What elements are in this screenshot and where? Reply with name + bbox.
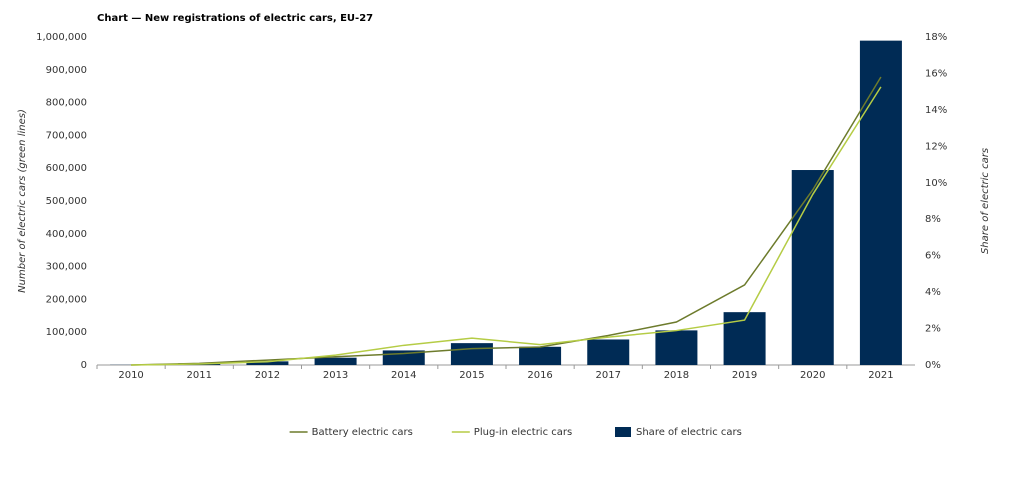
chart-title: Chart — New registrations of electric ca… bbox=[97, 13, 373, 24]
x-tick-label: 2018 bbox=[664, 370, 689, 381]
legend-label: Share of electric cars bbox=[636, 427, 742, 438]
x-tick-label: 2019 bbox=[732, 370, 757, 381]
bar bbox=[587, 339, 630, 365]
x-tick-label: 2015 bbox=[459, 370, 484, 381]
line bbox=[131, 76, 882, 366]
y-tick-label: 900,000 bbox=[46, 65, 87, 76]
y-tick-label: 500,000 bbox=[46, 196, 87, 207]
y-tick-label: 600,000 bbox=[46, 163, 87, 174]
y2-tick-label: 8% bbox=[925, 214, 941, 225]
y2-tick-label: 2% bbox=[925, 324, 941, 335]
line bbox=[131, 86, 882, 366]
y2-tick-label: 18% bbox=[925, 32, 947, 43]
y2-tick-label: 0% bbox=[925, 360, 941, 371]
y-tick-label: 200,000 bbox=[46, 294, 87, 305]
y-axis-title: Number of electric cars (green lines) bbox=[17, 109, 28, 293]
x-tick-label: 2014 bbox=[391, 370, 416, 381]
bar bbox=[655, 330, 698, 365]
bar bbox=[859, 40, 902, 366]
y-tick-label: 700,000 bbox=[46, 130, 87, 141]
y2-tick-label: 6% bbox=[925, 251, 941, 262]
x-tick-label: 2013 bbox=[323, 370, 348, 381]
legend-swatch bbox=[615, 427, 631, 437]
bar bbox=[791, 170, 834, 365]
y2-tick-label: 14% bbox=[925, 105, 947, 116]
y2-tick-label: 12% bbox=[925, 141, 947, 152]
bar bbox=[519, 346, 562, 365]
y-tick-label: 400,000 bbox=[46, 229, 87, 240]
y-tick-label: 800,000 bbox=[46, 98, 87, 109]
legend-label: Plug-in electric cars bbox=[474, 427, 572, 438]
bar bbox=[314, 357, 357, 365]
y-tick-label: 300,000 bbox=[46, 262, 87, 273]
x-tick-label: 2012 bbox=[255, 370, 280, 381]
x-tick-label: 2021 bbox=[868, 370, 893, 381]
x-tick-label: 2020 bbox=[800, 370, 825, 381]
y2-tick-label: 10% bbox=[925, 178, 947, 189]
bar bbox=[450, 343, 493, 365]
bar bbox=[723, 312, 766, 365]
y-tick-label: 1,000,000 bbox=[36, 32, 87, 43]
legend-label: Battery electric cars bbox=[312, 427, 413, 438]
bar bbox=[246, 361, 289, 365]
y-tick-label: 0 bbox=[81, 360, 87, 371]
x-tick-label: 2010 bbox=[118, 370, 143, 381]
x-tick-label: 2017 bbox=[596, 370, 621, 381]
y2-axis-title: Share of electric cars bbox=[980, 148, 991, 254]
y2-tick-label: 16% bbox=[925, 68, 947, 79]
y2-tick-label: 4% bbox=[925, 287, 941, 298]
x-tick-label: 2011 bbox=[187, 370, 212, 381]
y-tick-label: 100,000 bbox=[46, 327, 87, 338]
x-tick-label: 2016 bbox=[527, 370, 552, 381]
